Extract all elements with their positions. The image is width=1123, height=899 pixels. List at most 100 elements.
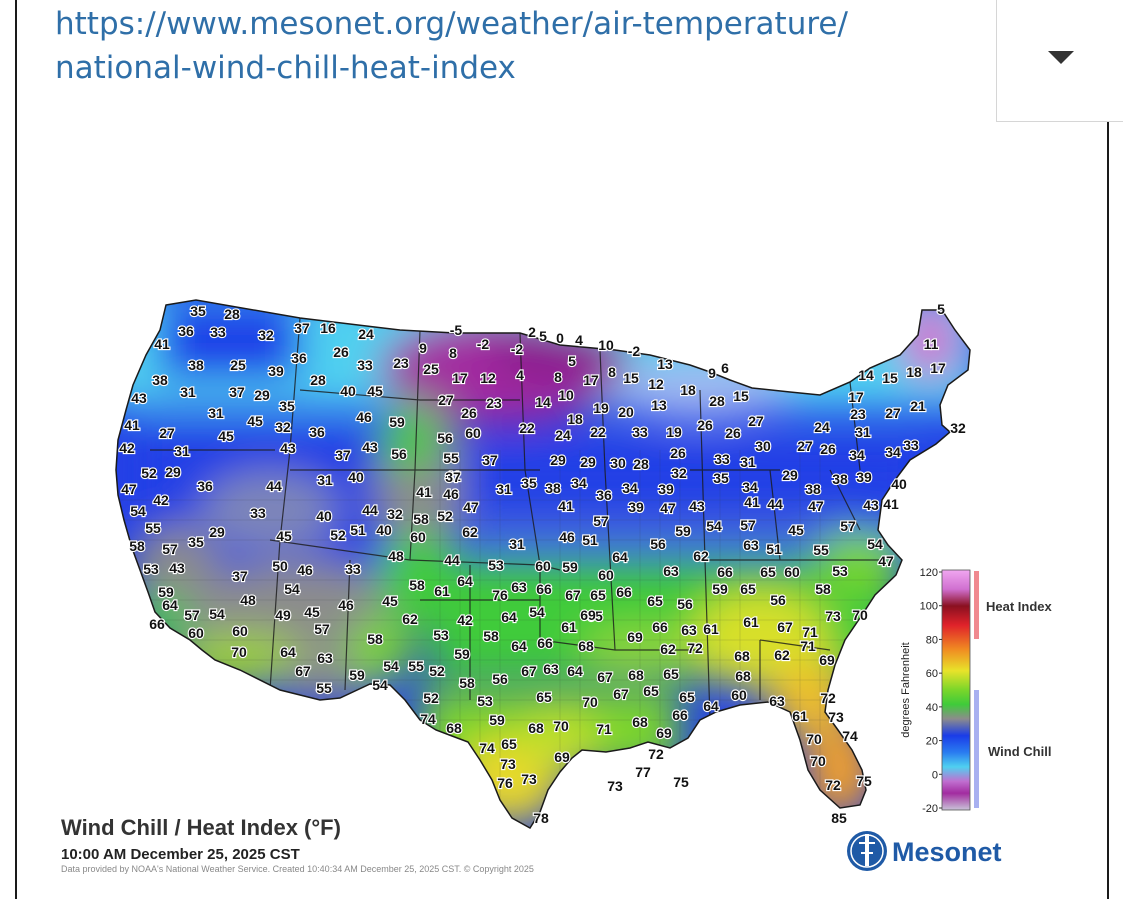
station-value: 72: [825, 777, 841, 793]
map-credit: Data provided by NOAA's National Weather…: [61, 864, 534, 874]
station-value: 65: [740, 581, 756, 597]
station-value: 65: [587, 608, 603, 624]
station-value: 0: [556, 330, 564, 346]
station-value: 55: [145, 520, 161, 536]
station-value: 52: [330, 527, 346, 543]
station-value: 43: [689, 498, 705, 514]
station-value: 32: [671, 465, 687, 481]
station-value: 28: [709, 393, 725, 409]
station-value: 59: [712, 581, 728, 597]
station-value: 63: [743, 537, 759, 553]
station-value: 23: [393, 355, 409, 371]
station-value: 63: [317, 650, 333, 666]
station-value: 56: [650, 536, 666, 552]
station-value: 37: [482, 452, 498, 468]
url-line-1[interactable]: https://www.mesonet.org/weather/air-temp…: [55, 6, 848, 42]
station-value: 71: [596, 721, 612, 737]
station-value: 37: [229, 384, 245, 400]
station-value: 34: [622, 480, 638, 496]
station-value: 6: [721, 360, 729, 376]
station-value: 40: [340, 383, 356, 399]
station-value: 23: [486, 395, 502, 411]
station-value: 41: [154, 336, 170, 352]
station-value: 70: [582, 694, 598, 710]
station-value: 67: [597, 669, 613, 685]
options-dropdown[interactable]: [996, 0, 1123, 122]
station-value: 58: [815, 581, 831, 597]
station-value: 42: [153, 492, 169, 508]
station-value: 25: [230, 357, 246, 373]
station-value: 60: [188, 625, 204, 641]
station-value: 41: [416, 484, 432, 500]
station-value: 58: [459, 675, 475, 691]
station-value: 27: [797, 438, 813, 454]
station-value: 28: [633, 456, 649, 472]
station-value: 38: [188, 357, 204, 373]
station-value: 51: [582, 532, 598, 548]
station-value: 61: [743, 614, 759, 630]
station-value: 26: [333, 344, 349, 360]
station-value: 52: [423, 690, 439, 706]
station-value: 28: [224, 306, 240, 322]
station-value: 69: [819, 652, 835, 668]
legend-tick-label: 120: [920, 567, 938, 579]
station-value: 56: [437, 430, 453, 446]
station-value: 55: [316, 680, 332, 696]
station-value: 70: [806, 731, 822, 747]
station-value: 46: [443, 486, 459, 502]
station-value: 43: [169, 560, 185, 576]
station-value: 68: [628, 667, 644, 683]
station-value: 47: [660, 500, 676, 516]
station-value: 36: [291, 350, 307, 366]
legend-tick-label: 60: [926, 668, 938, 680]
station-value: 26: [820, 441, 836, 457]
station-value: 75: [673, 774, 689, 790]
legend-tick-label: 80: [926, 634, 938, 646]
station-value: 58: [483, 628, 499, 644]
station-value: 75: [856, 773, 872, 789]
url-line-2[interactable]: national-wind-chill-heat-index: [55, 50, 516, 86]
station-value: 59: [675, 523, 691, 539]
station-value: 85: [831, 810, 847, 826]
station-value: 60: [410, 529, 426, 545]
station-value: 74: [420, 711, 436, 727]
wind-chill-bracket: [974, 690, 979, 808]
station-value: 45: [247, 413, 263, 429]
station-value: 26: [725, 425, 741, 441]
source-url-link[interactable]: https://www.mesonet.org/weather/air-temp…: [55, 2, 995, 90]
station-value: 57: [740, 517, 756, 533]
station-value: 44: [767, 496, 783, 512]
station-value: 46: [338, 597, 354, 613]
station-value: 60: [598, 567, 614, 583]
station-value: 44: [362, 502, 378, 518]
station-value: 64: [501, 609, 517, 625]
station-value: 27: [748, 413, 764, 429]
station-value: 64: [511, 638, 527, 654]
station-value: 76: [497, 775, 513, 791]
station-value: 35: [521, 475, 537, 491]
station-value: 57: [593, 513, 609, 529]
station-value: 4: [575, 332, 583, 348]
station-value: 40: [316, 508, 332, 524]
station-value: 2: [528, 324, 536, 340]
station-value: 61: [703, 621, 719, 637]
station-value: 18: [567, 411, 583, 427]
station-value: 42: [119, 440, 135, 456]
station-value: 4: [516, 367, 524, 383]
station-value: 32: [387, 506, 403, 522]
station-value: 38: [545, 480, 561, 496]
station-value: 67: [777, 619, 793, 635]
station-value: 65: [536, 689, 552, 705]
station-value: 68: [578, 638, 594, 654]
station-value: 59: [562, 559, 578, 575]
station-value: 47: [463, 499, 479, 515]
station-value: -2: [628, 343, 641, 359]
station-value: 31: [208, 405, 224, 421]
station-value: 37: [232, 568, 248, 584]
legend-tick-label: 100: [920, 601, 938, 613]
station-value: 35: [188, 534, 204, 550]
station-value: 21: [910, 398, 926, 414]
station-value: 68: [632, 714, 648, 730]
station-value: -5: [450, 322, 463, 338]
station-value: 39: [628, 499, 644, 515]
